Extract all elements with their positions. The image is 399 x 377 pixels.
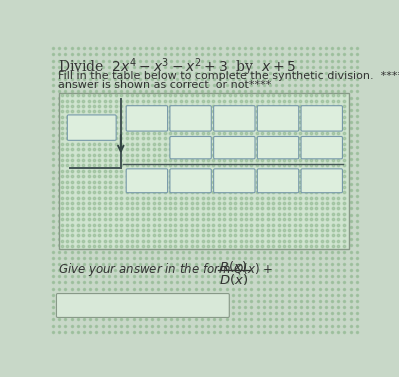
FancyBboxPatch shape [257, 106, 299, 131]
Text: answer is shown as correct  or not****: answer is shown as correct or not**** [57, 80, 271, 90]
Text: $R(x)$: $R(x)$ [219, 259, 247, 274]
FancyBboxPatch shape [126, 169, 168, 193]
FancyBboxPatch shape [257, 169, 299, 193]
Text: Give your answer in the form $Q(x)$ +: Give your answer in the form $Q(x)$ + [57, 261, 273, 278]
FancyBboxPatch shape [170, 136, 211, 159]
Text: Fill in the table below to complete the synthetic division.  ****Only the: Fill in the table below to complete the … [57, 70, 399, 81]
FancyBboxPatch shape [57, 294, 229, 317]
FancyBboxPatch shape [213, 106, 255, 131]
Text: Divide  $2x^4 - x^3 - x^2 + 3$  by  $x + 5$: Divide $2x^4 - x^3 - x^2 + 3$ by $x + 5$ [57, 56, 296, 78]
FancyBboxPatch shape [213, 169, 255, 193]
FancyBboxPatch shape [301, 106, 342, 131]
Text: $D(x)$: $D(x)$ [219, 271, 248, 287]
FancyBboxPatch shape [170, 169, 211, 193]
FancyBboxPatch shape [67, 115, 116, 140]
FancyBboxPatch shape [301, 169, 342, 193]
FancyBboxPatch shape [301, 136, 342, 159]
FancyBboxPatch shape [257, 136, 299, 159]
FancyBboxPatch shape [170, 106, 211, 131]
FancyBboxPatch shape [126, 106, 168, 131]
Bar [59, 93, 349, 248]
FancyBboxPatch shape [213, 136, 255, 159]
